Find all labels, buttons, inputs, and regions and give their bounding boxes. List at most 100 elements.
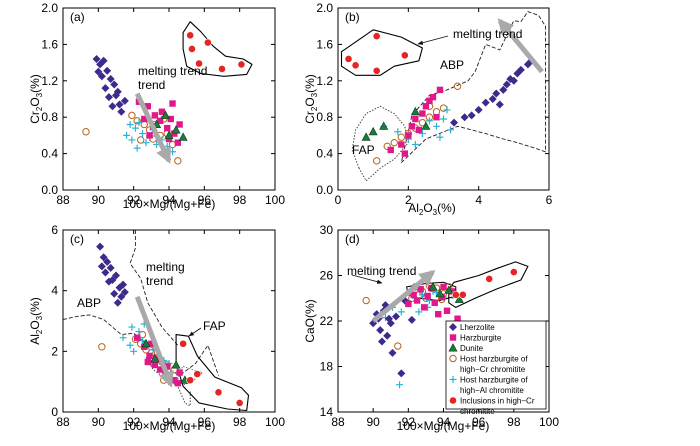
harzburgite-point [148, 340, 155, 347]
harzburgite-point [426, 97, 433, 105]
host-high-cr-point [453, 82, 462, 90]
lherzolite-point [397, 369, 406, 378]
panel-a-annotation: melting trend [138, 64, 207, 78]
host-high-cr-point [397, 133, 405, 141]
harzburgite-point [420, 304, 428, 311]
y-tick-label: 4 [51, 284, 58, 298]
x-tick-label: 4 [475, 193, 482, 207]
harzburgite-point [146, 132, 153, 139]
lherzolite-point [392, 312, 401, 321]
lherzolite-point [106, 263, 115, 272]
harzburgite-point [405, 132, 412, 139]
lherzolite-point [117, 292, 126, 301]
harzburgite-point [405, 300, 412, 308]
lherzolite-point [108, 102, 117, 111]
inclusions-point [188, 45, 196, 53]
harzburgite-point [387, 146, 394, 154]
y-tick-label: 0.4 [316, 147, 333, 161]
x-tick-label: 98 [233, 193, 247, 207]
y-tick-label: 2 [51, 344, 58, 358]
panel-d-ticks [337, 229, 550, 413]
harzburgite-point [164, 363, 171, 370]
y-tick-label: 1.2 [41, 74, 58, 88]
fap-pointer [188, 327, 202, 337]
lherzolite-point [101, 84, 110, 93]
host-high-al-point [440, 115, 447, 123]
lherzolite-point [106, 74, 115, 83]
legend-label-cont: chromitite [460, 407, 495, 416]
inclusion-field-outline [448, 261, 529, 308]
host-high-cr-point [98, 343, 106, 351]
panel-c-fap-label: FAP [203, 319, 226, 333]
host-high-al-point [436, 133, 444, 141]
panel-a-annotation-2: trend [138, 78, 165, 92]
legend-marker [449, 334, 457, 341]
host-high-al-point [169, 148, 177, 156]
dunite-point [171, 360, 181, 369]
harzburgite-point [412, 115, 419, 123]
inclusions-point [179, 339, 188, 348]
lherzolite-point [388, 348, 397, 357]
harzburgite-point [443, 307, 451, 314]
host-high-al-point [394, 128, 402, 136]
y-tick-label: 0.0 [41, 183, 58, 197]
host-high-cr-point [137, 136, 145, 144]
inclusions-point [186, 376, 195, 385]
panel-b-fap-label: FAP [352, 143, 375, 157]
host-high-cr-point [133, 117, 141, 125]
lherzolite-point [474, 105, 483, 114]
harzburgite-point [156, 366, 164, 373]
lherzolite-point [120, 288, 129, 297]
x-tick-label: 2 [405, 193, 412, 207]
harzburgite-point [151, 361, 159, 369]
host-high-al-point [135, 119, 143, 127]
host-high-cr-point [372, 157, 381, 165]
harzburgite-point [141, 115, 148, 123]
dunite-point [410, 106, 420, 116]
harzburgite-point [134, 334, 141, 341]
host-high-al-point [396, 381, 404, 389]
panel-b-ticks [337, 7, 550, 191]
melting-trend-arrow [497, 18, 544, 74]
lherzolite-point [104, 277, 113, 286]
x-tick-label: 96 [198, 193, 212, 207]
harzburgite-point [415, 126, 423, 134]
inclusions-point [344, 55, 353, 63]
panel-b-frame [337, 7, 550, 191]
x-tick-label: 98 [233, 415, 247, 429]
lherzolite-point [97, 262, 106, 271]
x-tick-label: 6 [546, 193, 553, 207]
harzburgite-point [431, 299, 438, 306]
harzburgite-point [164, 124, 171, 132]
panel-a-y-tick-labels: 0.0 0.4 0.8 1.2 1.6 2.0 [41, 1, 58, 197]
lherzolite-point [450, 118, 459, 127]
lherzolite-point [96, 242, 105, 251]
panel-d-annotation: melting trend [347, 264, 416, 278]
x-tick-label: 94 [162, 415, 176, 429]
lherzolite-point [97, 72, 106, 81]
y-tick-label: 2.0 [41, 1, 58, 15]
dunite-point [164, 130, 174, 139]
panel-c-annotation-2: trend [146, 274, 173, 288]
dunite-point [171, 125, 181, 134]
harzburgite-point [176, 369, 183, 376]
y-tick-label: 0.8 [316, 110, 333, 124]
y-tick-label: 26 [320, 269, 334, 283]
panel-b-annotation: melting trend [453, 27, 522, 41]
host-high-al-point [126, 120, 134, 128]
melting-trend-arrow [134, 295, 174, 388]
harzburgite-point [144, 103, 151, 110]
harzburgite-point [417, 285, 424, 293]
lherzolite-point [502, 80, 511, 89]
panel-a-fields [182, 21, 253, 77]
x-tick-label: 90 [366, 415, 380, 429]
melting-trend-arrow [134, 92, 172, 164]
dunite-point [178, 132, 188, 141]
lherzolite-point [377, 337, 386, 346]
lherzolite-point [99, 253, 108, 262]
inclusion-field-outline [340, 29, 423, 76]
legend-marker [449, 354, 457, 363]
panel-c-label: (c) [70, 232, 84, 246]
legend-label: Host harzburgite of [460, 355, 528, 364]
